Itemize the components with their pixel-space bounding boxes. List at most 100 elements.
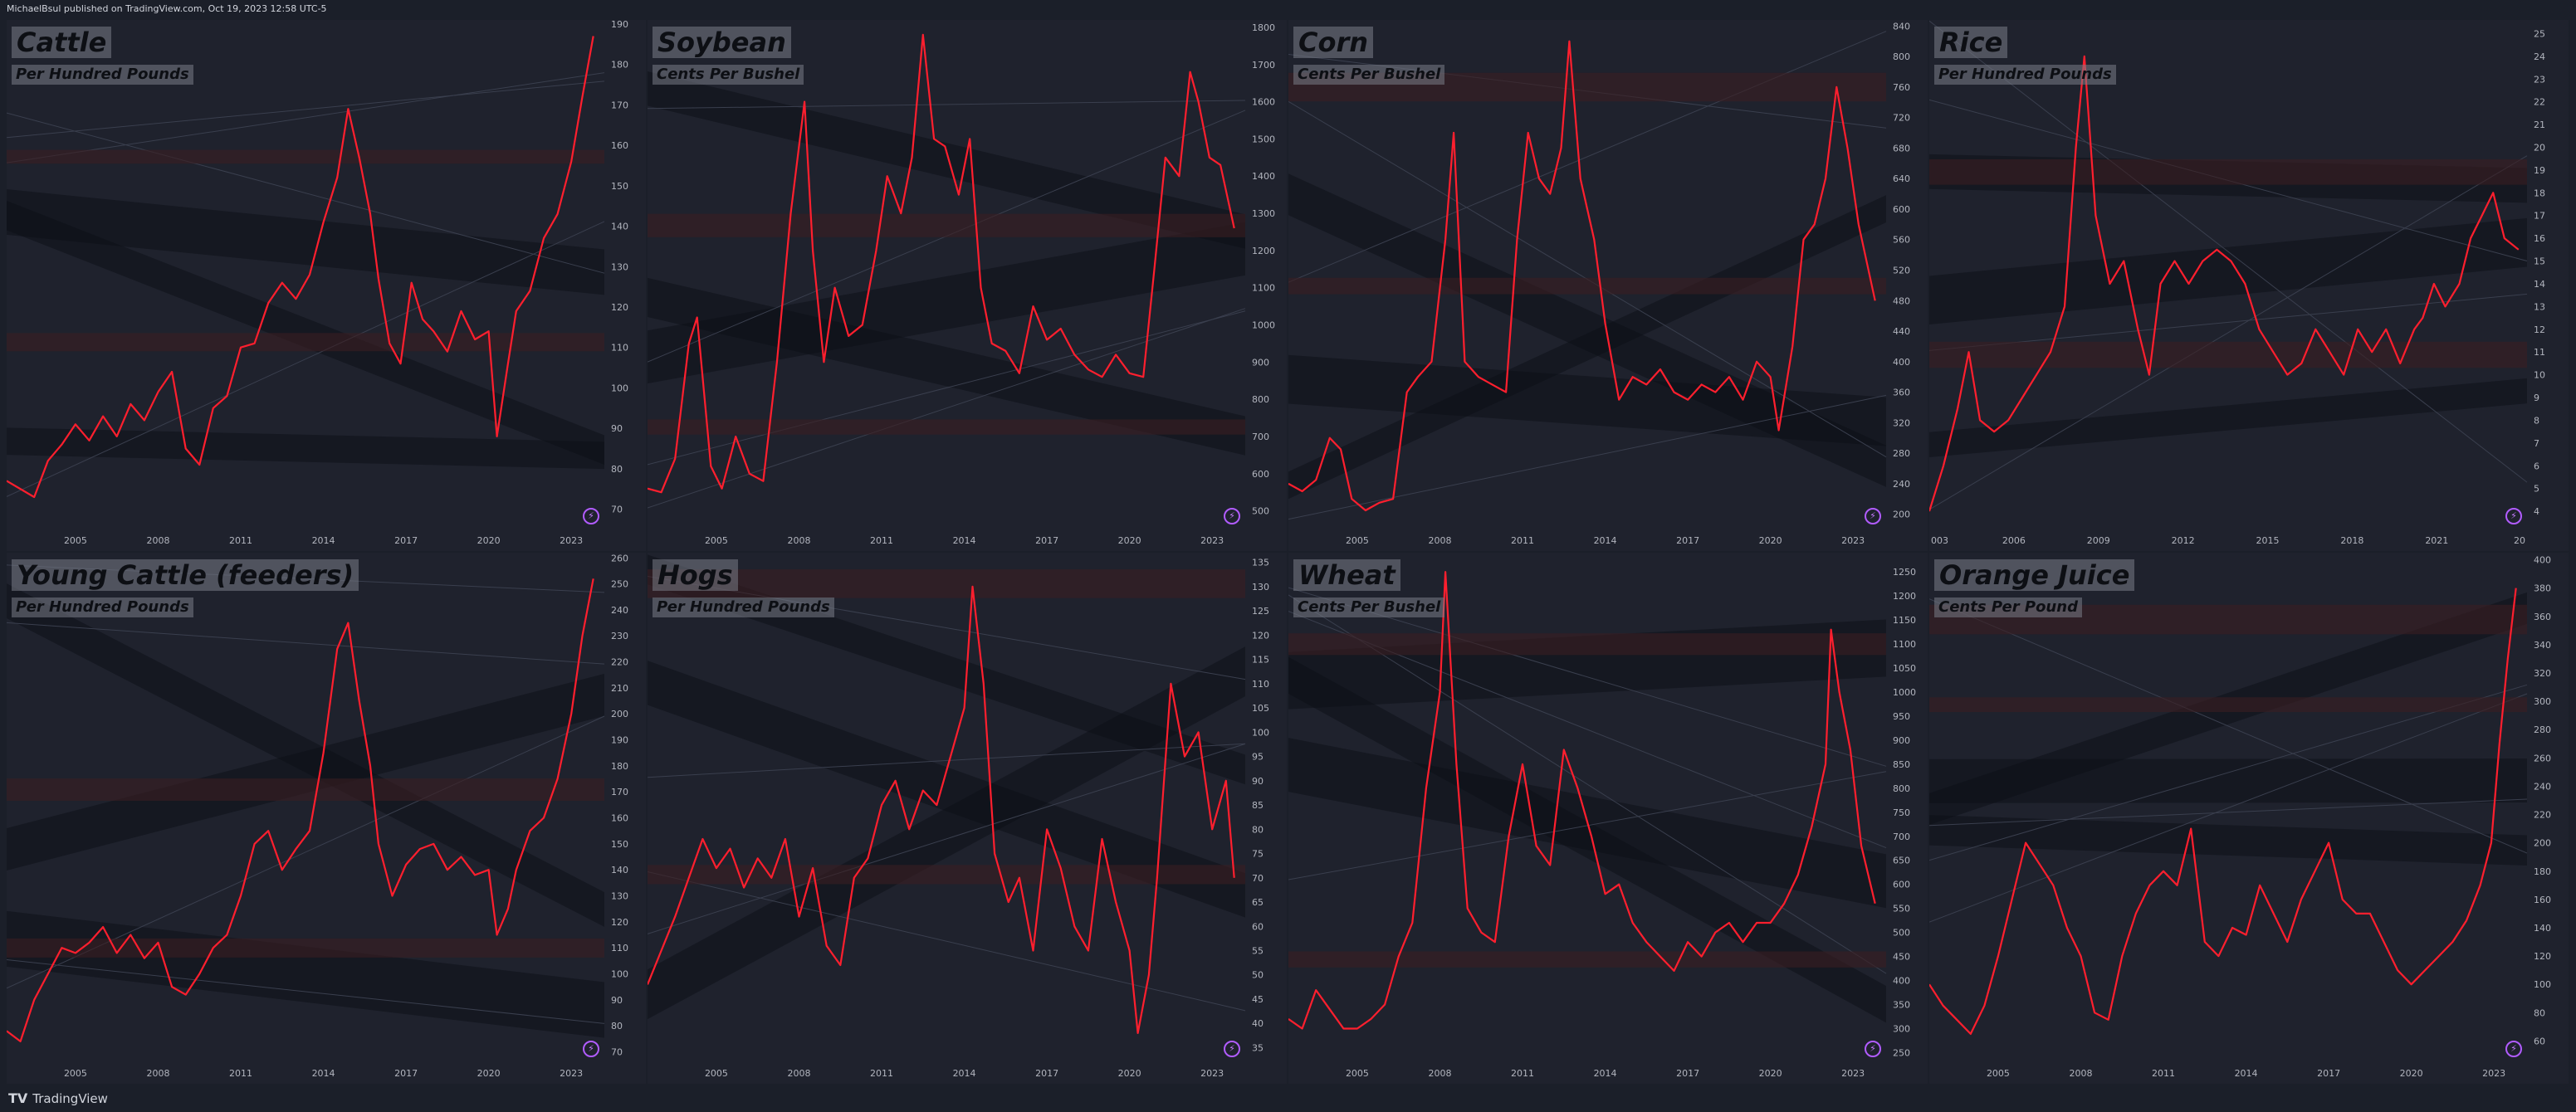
chart-panel-cattle[interactable]: 70 80 90 100 110 120 130 140 150 160 170 180 190 2005… [7, 20, 646, 551]
lightning-icon[interactable]: ⚡ [1224, 508, 1240, 524]
x-tick-label: 2017 [1676, 1068, 1699, 1079]
y-tick-label: 240 [2534, 781, 2551, 792]
x-tick-label: 2011 [2152, 1068, 2175, 1079]
x-tick-label: 2008 [2069, 1068, 2092, 1079]
chart-unit-label: Per Hundred Pounds [1934, 65, 2116, 85]
price-line [1929, 55, 2520, 512]
trend-channel [1929, 815, 2527, 866]
tradingview-logo-icon[interactable]: TV [8, 1090, 28, 1106]
trend-line [1929, 798, 2528, 827]
lightning-icon[interactable]: ⚡ [583, 1041, 599, 1057]
y-tick-label: 12 [2534, 324, 2545, 335]
y-tick-label: 135 [1252, 558, 1269, 568]
x-tick-label: 2011 [229, 1068, 252, 1079]
y-tick-label: 280 [1893, 448, 1910, 459]
x-tick-label: 2017 [1035, 1068, 1058, 1079]
y-tick-label: 700 [1252, 432, 1269, 442]
x-tick-label: 2005 [64, 1068, 87, 1079]
y-tick-label: 90 [1252, 776, 1264, 787]
lightning-icon[interactable]: ⚡ [2505, 1041, 2522, 1057]
x-tick-label: 2023 [1200, 535, 1224, 546]
support-zone [1929, 341, 2527, 368]
chart-title: Young Cattle (feeders) [12, 559, 359, 591]
y-tick-label: 280 [2534, 724, 2551, 735]
publisher-header: MichaelBsul published on TradingView.com… [7, 3, 327, 14]
x-tick-label: 2020 [1118, 535, 1141, 546]
y-tick-label: 600 [1252, 469, 1269, 480]
y-tick-label: 950 [1893, 711, 1910, 722]
chart-svg: 250 300 350 400 450 500 550 600 650 700 750 800 850 9… [1288, 567, 1916, 1079]
trend-channel [648, 71, 1245, 249]
chart-panel-rice[interactable]: 4 5 6 7 8 9 10 11 12 13 14 15 16 17 18 19 20 21 22 23 24 25 00… [1929, 20, 2569, 551]
y-tick-label: 60 [2534, 1036, 2545, 1046]
y-tick-label: 1500 [1252, 134, 1275, 144]
y-tick-label: 70 [611, 1046, 623, 1057]
y-tick-label: 560 [1893, 235, 1910, 246]
lightning-icon[interactable]: ⚡ [583, 508, 599, 524]
chart-svg: 35 40 45 50 55 60 65 70 75 80 85 90 95 100 105 110 115 12… [648, 554, 1269, 1079]
y-tick-label: 840 [1893, 21, 1910, 32]
y-tick-label: 80 [1252, 824, 1264, 835]
chart-title: Hogs [653, 559, 738, 591]
chart-panel-young-cattle[interactable]: 70 80 90 100 110 120 130 140 150 160 170 180 190 200 2… [7, 553, 646, 1084]
trend-channel [7, 910, 604, 1038]
chart-panel-soybean[interactable]: 500 600 700 800 900 1000 1100 1200 1300 1400 1500 1… [648, 20, 1287, 551]
lightning-icon[interactable]: ⚡ [1224, 1041, 1240, 1057]
footer-brand[interactable]: TradingView [32, 1090, 108, 1106]
lightning-icon[interactable]: ⚡ [1865, 508, 1881, 524]
trend-channel [648, 646, 1245, 1020]
y-tick-label: 640 [1893, 173, 1910, 184]
price-line [7, 578, 594, 1043]
y-tick-label: 400 [2534, 555, 2551, 566]
support-zone [1929, 697, 2527, 713]
trend-line [7, 80, 605, 139]
trend-channel [648, 222, 1245, 384]
y-tick-label: 200 [2534, 838, 2551, 849]
x-tick-label: 2017 [2317, 1068, 2340, 1079]
y-tick-label: 1050 [1893, 663, 1916, 674]
y-tick-label: 22 [2534, 97, 2545, 108]
x-tick-label: 2011 [1511, 535, 1534, 546]
y-tick-label: 80 [611, 1021, 623, 1032]
chart-svg: 60 80 100 120 140 160 180 200 220 240 260 280 300 320… [1929, 555, 2551, 1079]
y-tick-label: 70 [611, 505, 623, 515]
y-tick-label: 850 [1893, 759, 1910, 770]
y-tick-label: 35 [1252, 1042, 1264, 1053]
y-tick-label: 16 [2534, 233, 2545, 244]
x-tick-label: 2005 [705, 535, 728, 546]
y-tick-label: 160 [611, 813, 628, 824]
y-tick-label: 1000 [1893, 687, 1916, 698]
chart-panel-orange-juice[interactable]: 60 80 100 120 140 160 180 200 220 240 260 280 300 320… [1929, 553, 2569, 1084]
chart-svg: 500 600 700 800 900 1000 1100 1200 1300 1400 1500 1… [648, 22, 1275, 546]
x-tick-label: 2005 [1987, 1068, 2010, 1079]
chart-panel-hogs[interactable]: 35 40 45 50 55 60 65 70 75 80 85 90 95 100 105 110 115 12… [648, 553, 1287, 1084]
y-tick-label: 260 [611, 553, 628, 563]
y-tick-label: 105 [1252, 703, 1269, 714]
y-tick-label: 800 [1893, 783, 1910, 794]
y-tick-label: 110 [1252, 679, 1269, 690]
y-tick-label: 110 [611, 343, 628, 354]
y-tick-label: 18 [2534, 188, 2545, 198]
chart-panel-corn[interactable]: 200 240 280 320 360 400 440 480 520 560 600 640 680 7… [1288, 20, 1928, 551]
y-tick-label: 300 [2534, 696, 2551, 707]
x-tick-label: 2008 [1428, 1068, 1451, 1079]
y-tick-label: 180 [611, 761, 628, 772]
x-tick-label: 2005 [705, 1068, 728, 1079]
y-tick-label: 1200 [1893, 591, 1916, 602]
x-tick-label: 2011 [870, 535, 893, 546]
y-tick-label: 4 [2534, 506, 2539, 517]
y-tick-label: 140 [611, 865, 628, 875]
y-tick-label: 80 [611, 464, 623, 475]
trend-line [1929, 155, 2528, 510]
y-tick-label: 60 [1252, 921, 1264, 932]
y-tick-label: 90 [611, 423, 623, 434]
lightning-icon[interactable]: ⚡ [1865, 1041, 1881, 1057]
y-tick-label: 5 [2534, 484, 2539, 495]
trend-line [7, 959, 605, 1024]
y-tick-label: 130 [611, 261, 628, 272]
y-tick-label: 260 [2534, 753, 2551, 763]
trend-line [7, 622, 605, 665]
lightning-icon[interactable]: ⚡ [2505, 508, 2522, 524]
chart-panel-wheat[interactable]: 250 300 350 400 450 500 550 600 650 700 750 800 850 9… [1288, 553, 1928, 1084]
y-tick-label: 7 [2534, 438, 2539, 449]
